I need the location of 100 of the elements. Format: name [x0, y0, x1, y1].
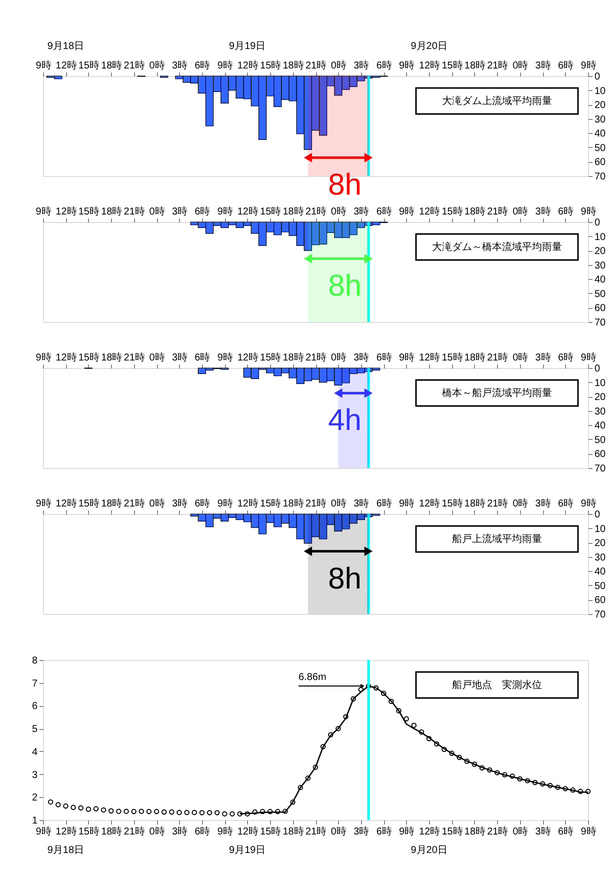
x-tick-label: 3時 [172, 498, 188, 510]
x-tick-label: 21時 [124, 498, 145, 510]
x-tick-label: 12時 [56, 498, 77, 510]
x-tick-label: 12時 [418, 60, 440, 72]
x-tick-label: 0時 [149, 60, 165, 72]
annotation: 6.86m [298, 672, 326, 684]
y-tick-label: 4 [32, 746, 38, 758]
x-tick-label: 6時 [376, 826, 392, 838]
x-tick-label: 6時 [376, 498, 392, 510]
x-tick-label: 0時 [149, 498, 165, 510]
x-tick-label: 6時 [194, 206, 210, 218]
x-tick-label: 15時 [78, 352, 100, 364]
x-tick-label: 6時 [194, 60, 210, 72]
y-tick-label: 10 [594, 232, 606, 243]
x-tick-label: 3時 [354, 352, 370, 364]
x-tick-label: 9時 [36, 352, 52, 364]
text: 9月20日 [410, 41, 448, 52]
x-tick-label: 12時 [418, 498, 440, 510]
y-tick-label: 40 [594, 566, 606, 578]
y-tick-label: 40 [594, 420, 606, 432]
x-tick-label: 18時 [464, 352, 486, 364]
x-tick-label: 0時 [330, 206, 346, 218]
x-tick-label: 6時 [558, 206, 574, 218]
band-label: 8h [328, 168, 362, 202]
y-tick-label: 0 [594, 510, 600, 520]
x-tick-label: 21時 [124, 206, 145, 218]
band-label: 8h [328, 562, 362, 596]
x-tick-label: 3時 [535, 498, 551, 510]
x-tick-label: 18時 [464, 498, 486, 510]
x-tick-label: 6時 [376, 352, 392, 364]
y-tick-label: 30 [594, 114, 606, 126]
x-tick-label: 15時 [442, 352, 463, 364]
x-tick-label: 12時 [237, 60, 258, 72]
y-tick-label: 70 [594, 318, 606, 328]
band-label: 8h [328, 270, 362, 303]
x-tick-label: 15時 [260, 352, 282, 364]
text: 船戸地点 実測水位 [452, 679, 542, 691]
x-tick-label: 12時 [56, 206, 77, 218]
band-label: 4h [328, 404, 362, 438]
x-tick-label: 21時 [487, 498, 508, 510]
x-tick-label: 12時 [237, 498, 258, 510]
x-tick-label: 21時 [305, 826, 327, 838]
x-tick-label: 15時 [78, 826, 100, 838]
x-tick-label: 0時 [512, 206, 528, 218]
y-tick-label: 10 [594, 524, 606, 535]
text: 大滝ダム上流域平均雨量 [442, 95, 552, 107]
x-tick-label: 12時 [237, 352, 258, 364]
x-tick-label: 6時 [376, 206, 392, 218]
x-tick-label: 0時 [149, 352, 165, 364]
y-tick-label: 5 [32, 724, 38, 736]
y-tick-label: 0 [594, 72, 600, 82]
x-tick-label: 21時 [305, 352, 327, 364]
text: 9月20日 [410, 845, 448, 856]
x-tick-label: 3時 [535, 826, 551, 838]
x-tick-label: 18時 [101, 352, 122, 364]
y-tick-label: 50 [594, 288, 606, 300]
x-tick-label: 12時 [418, 826, 440, 838]
x-tick-label: 3時 [172, 826, 188, 838]
y-tick-label: 30 [594, 260, 606, 272]
x-tick-label: 18時 [101, 60, 122, 72]
x-tick-label: 15時 [260, 498, 282, 510]
x-tick-label: 9時 [580, 498, 596, 510]
y-tick-label: 20 [594, 246, 606, 258]
y-tick-label: 10 [594, 378, 606, 389]
x-tick-label: 9時 [580, 352, 596, 364]
x-tick-label: 21時 [305, 60, 327, 72]
x-tick-label: 18時 [464, 826, 486, 838]
y-tick-label: 30 [594, 552, 606, 564]
x-tick-label: 18時 [282, 498, 304, 510]
y-tick-label: 70 [594, 610, 606, 620]
x-tick-label: 15時 [260, 826, 282, 838]
x-tick-label: 0時 [512, 498, 528, 510]
x-tick-label: 12時 [56, 826, 77, 838]
x-tick-label: 12時 [237, 826, 258, 838]
x-tick-label: 9時 [399, 498, 415, 510]
y-tick-label: 7 [32, 678, 38, 690]
x-tick-label: 6時 [194, 826, 210, 838]
x-tick-label: 3時 [172, 60, 188, 72]
x-tick-label: 15時 [442, 206, 463, 218]
y-tick-label: 2 [32, 792, 38, 804]
x-tick-label: 9時 [36, 826, 52, 838]
x-tick-label: 0時 [330, 352, 346, 364]
x-tick-label: 6時 [558, 352, 574, 364]
y-tick-label: 60 [594, 303, 606, 314]
y-tick-label: 20 [594, 100, 606, 112]
y-tick-label: 3 [32, 770, 38, 781]
x-tick-label: 9時 [217, 498, 233, 510]
x-tick-label: 0時 [149, 826, 165, 838]
x-tick-label: 3時 [535, 60, 551, 72]
x-tick-label: 15時 [78, 60, 100, 72]
y-tick-label: 70 [594, 172, 606, 182]
x-tick-label: 21時 [124, 826, 145, 838]
x-tick-label: 3時 [172, 352, 188, 364]
x-tick-label: 0時 [330, 826, 346, 838]
x-tick-label: 18時 [282, 60, 304, 72]
y-tick-label: 20 [594, 392, 606, 404]
x-tick-label: 21時 [487, 352, 508, 364]
y-tick-label: 1 [32, 816, 38, 826]
x-tick-label: 18時 [101, 826, 122, 838]
x-tick-label: 6時 [558, 60, 574, 72]
